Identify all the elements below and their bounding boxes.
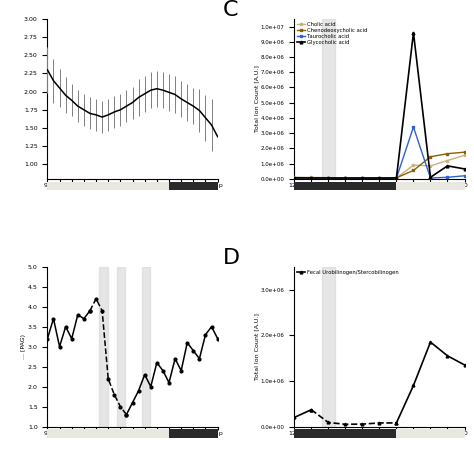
Chenodeoxycholic acid: [359, 175, 365, 181]
Glycocholic acid: [326, 175, 331, 181]
Cholic acid: [309, 174, 314, 180]
Cholic acid: [410, 162, 416, 168]
Glycocholic acid: [393, 175, 399, 181]
Y-axis label: ... [PAG): ... [PAG): [21, 334, 27, 359]
Bar: [99, 267, 108, 427]
Chenodeoxycholic acid: [428, 154, 433, 160]
Chenodeoxycholic acid: [410, 168, 416, 173]
Cholic acid: [343, 175, 348, 181]
Taurocholic acid: [428, 175, 433, 181]
Cholic acid: [393, 175, 399, 181]
Glycocholic acid: [410, 30, 416, 36]
Glycocholic acid: [445, 163, 450, 169]
Chenodeoxycholic acid: [376, 175, 382, 181]
Taurocholic acid: [462, 173, 467, 179]
Text: C: C: [223, 0, 238, 20]
Legend: Fecal Urobilinogen/Stercobilinogen: Fecal Urobilinogen/Stercobilinogen: [297, 269, 399, 275]
Cholic acid: [445, 158, 450, 164]
Glycocholic acid: [292, 175, 297, 181]
Line: Taurocholic acid: Taurocholic acid: [293, 126, 466, 179]
Chenodeoxycholic acid: [292, 175, 297, 181]
Bar: [321, 19, 335, 179]
Text: D: D: [223, 247, 240, 267]
Taurocholic acid: [376, 175, 382, 181]
Cholic acid: [428, 163, 433, 169]
Line: Chenodeoxycholic acid: Chenodeoxycholic acid: [293, 151, 466, 179]
Bar: [142, 267, 150, 427]
Legend: Cholic acid, Chenodeoxycholic acid, Taurocholic acid, Glycocholic acid: Cholic acid, Chenodeoxycholic acid, Taur…: [297, 22, 368, 46]
Line: Cholic acid: Cholic acid: [293, 154, 466, 180]
Chenodeoxycholic acid: [343, 175, 348, 181]
Taurocholic acid: [343, 175, 348, 181]
Cholic acid: [462, 152, 467, 158]
Taurocholic acid: [292, 175, 297, 181]
Glycocholic acid: [309, 175, 314, 181]
Cholic acid: [359, 175, 365, 181]
Y-axis label: Total Ion Count [A.U.]: Total Ion Count [A.U.]: [254, 313, 259, 380]
Chenodeoxycholic acid: [393, 175, 399, 181]
Chenodeoxycholic acid: [462, 149, 467, 155]
Glycocholic acid: [462, 166, 467, 172]
Y-axis label: Total Ion Count [A.U.]: Total Ion Count [A.U.]: [254, 65, 259, 132]
Glycocholic acid: [359, 175, 365, 181]
Cholic acid: [376, 175, 382, 181]
Bar: [321, 267, 335, 427]
Taurocholic acid: [410, 124, 416, 130]
Bar: [118, 267, 125, 427]
Glycocholic acid: [343, 175, 348, 181]
Taurocholic acid: [309, 175, 314, 181]
Taurocholic acid: [445, 174, 450, 180]
Glycocholic acid: [428, 174, 433, 180]
Line: Glycocholic acid: Glycocholic acid: [293, 31, 466, 180]
Taurocholic acid: [326, 175, 331, 181]
Chenodeoxycholic acid: [309, 175, 314, 181]
Cholic acid: [292, 174, 297, 180]
Taurocholic acid: [359, 175, 365, 181]
Cholic acid: [326, 175, 331, 181]
Chenodeoxycholic acid: [445, 151, 450, 156]
Taurocholic acid: [393, 175, 399, 181]
Chenodeoxycholic acid: [326, 175, 331, 181]
Glycocholic acid: [376, 175, 382, 181]
